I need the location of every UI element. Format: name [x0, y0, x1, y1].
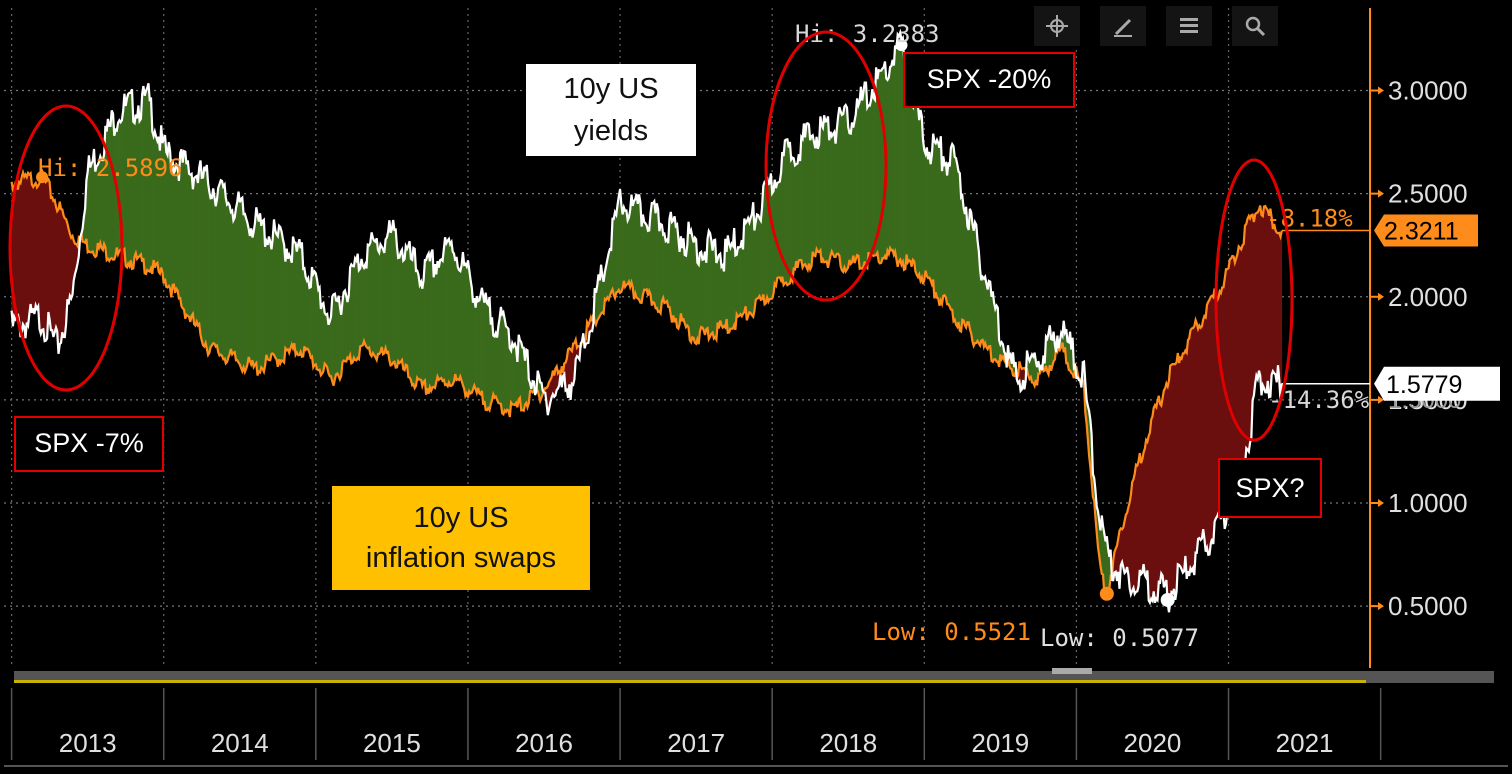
y-tick-label: 0.5000	[1388, 591, 1468, 621]
y-tick-label: 2.0000	[1388, 282, 1468, 312]
x-tick-label: 2019	[971, 728, 1029, 758]
draw-tool-button[interactable]	[1100, 6, 1146, 46]
inflation-swaps-line	[10, 164, 1283, 600]
crosshair-tool-button[interactable]	[1034, 6, 1080, 46]
series-lines	[10, 28, 1283, 613]
y-tick-label: 1.0000	[1388, 488, 1468, 518]
x-tick-label: 2014	[211, 728, 269, 758]
y-tick-arrow	[1378, 602, 1384, 611]
hi-white-point	[895, 39, 908, 52]
scrubber-line	[14, 680, 1366, 683]
x-tick-label: 2021	[1276, 728, 1334, 758]
x-tick-label: 2013	[59, 728, 117, 758]
hi-orange-point	[36, 171, 49, 184]
legend-icon	[1180, 18, 1198, 33]
x-axis: 2013 2014 2015 2016 2017 2018 2019 2020 2021	[4, 668, 1508, 767]
low-white-point	[1160, 592, 1175, 607]
y-tick-arrow	[1378, 86, 1384, 95]
x-tick-label: 2018	[819, 728, 877, 758]
y-tick-arrow	[1378, 499, 1384, 507]
spx-2013-callout: SPX -7%	[14, 416, 164, 472]
low-white-label: Low: 0.5077	[1040, 624, 1199, 652]
last-white-value: 1.5779	[1386, 371, 1462, 399]
low-orange-point	[1099, 586, 1114, 601]
highlight-circles	[8, 30, 1294, 442]
low-orange-label: Low: 0.5521	[872, 618, 1031, 646]
draw-icon	[1114, 18, 1132, 37]
spread-segment	[1280, 230, 1283, 401]
x-tick-label: 2017	[667, 728, 725, 758]
last-white-tag	[1374, 366, 1500, 401]
last-orange-pct: -8.18%	[1266, 205, 1353, 233]
legend-tool-button[interactable]	[1166, 6, 1212, 46]
swaps-label: 10y US inflation swaps	[332, 486, 590, 590]
y-tick-arrow	[1378, 189, 1384, 198]
zoom-icon	[1245, 16, 1266, 37]
x-tick-label: 2020	[1124, 728, 1182, 758]
x-tick-label: 2015	[363, 728, 421, 758]
highlight-2013	[8, 104, 124, 392]
last-orange-tag	[1374, 214, 1478, 247]
zoom-tool-button[interactable]	[1232, 6, 1278, 46]
y-tick-label: 2.5000	[1388, 179, 1468, 209]
spx-2021-callout: SPX?	[1218, 458, 1322, 518]
crosshair-icon	[1046, 15, 1068, 37]
spx-2018-callout: SPX -20%	[903, 52, 1075, 108]
last-white-pct: -14.36%	[1268, 386, 1370, 414]
yields-line	[10, 28, 1283, 613]
highlight-2021	[1214, 158, 1294, 442]
x-tick-label: 2016	[515, 728, 573, 758]
y-tick-arrow	[1378, 395, 1384, 404]
y-tick-arrow	[1378, 292, 1384, 301]
yields-label: 10y US yields	[526, 64, 696, 156]
highlight-2018	[764, 30, 888, 302]
y-tick-label: 3.0000	[1388, 76, 1468, 106]
last-orange-value: 2.3211	[1384, 218, 1459, 246]
scrubber-handle	[1052, 668, 1092, 674]
